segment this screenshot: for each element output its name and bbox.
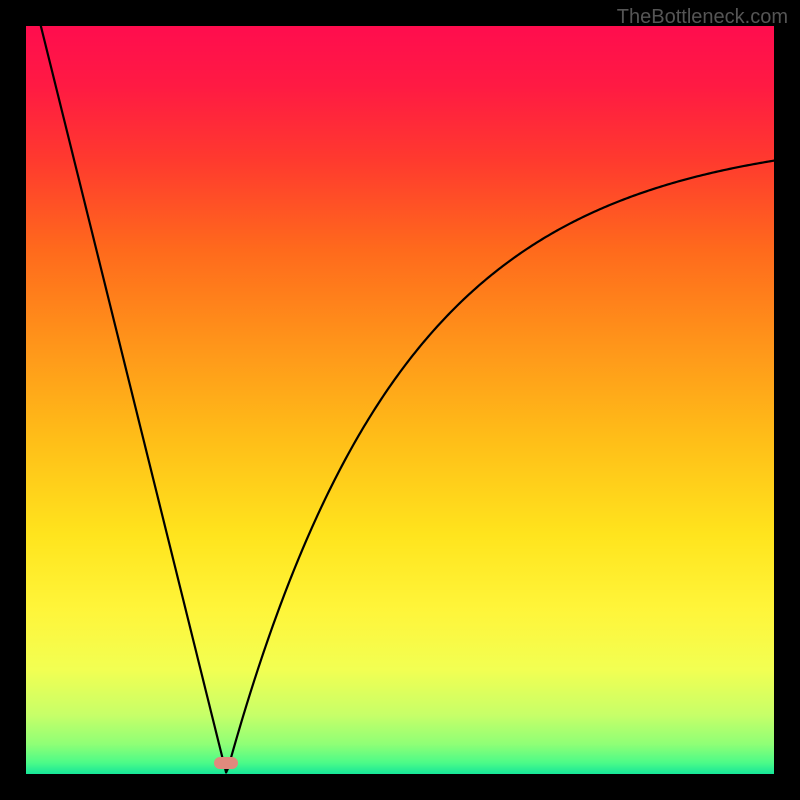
watermark-text: TheBottleneck.com [617, 6, 788, 29]
curve-svg [26, 26, 774, 774]
minimum-marker [214, 757, 238, 769]
chart-container: TheBottleneck.com [0, 0, 800, 800]
bottleneck-curve [26, 26, 774, 772]
plot-area [26, 26, 774, 774]
